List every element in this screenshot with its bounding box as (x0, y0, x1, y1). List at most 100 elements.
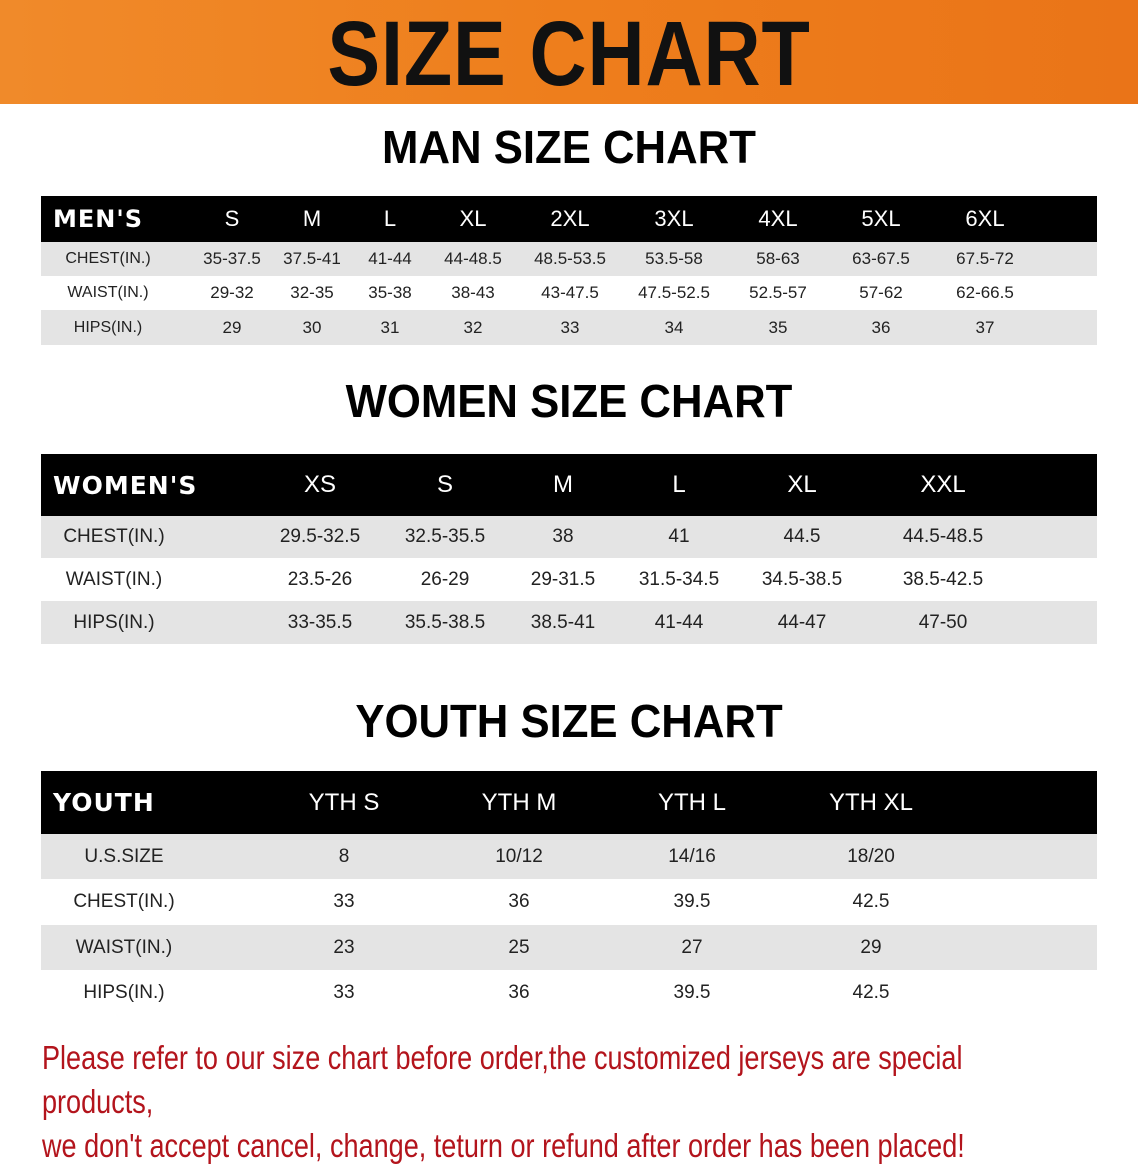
column-header-yth-xl: YTH XL (828, 788, 914, 816)
table-cell: 35-38 (368, 283, 412, 302)
women-header-label: WOMEN'S (53, 470, 198, 500)
table-cell: 32.5-35.5 (404, 526, 486, 547)
column-header-xl: XL (787, 471, 817, 498)
table-cell: 29-32 (210, 283, 254, 302)
row-label: U.S.SIZE (84, 845, 164, 867)
table-cell: 41-44 (368, 249, 412, 268)
table-row: HIPS(IN.) 33-35.5 35.5-38.5 38.5-41 41-44 44-… (41, 601, 1097, 644)
table-cell: 47.5-52.5 (638, 283, 710, 302)
table-cell: 32 (463, 317, 483, 337)
row-label: WAIST(IN.) (67, 284, 149, 301)
women-size-table: WOMEN'S XS S M L XL XXL CHEST(IN.) 29.5-32.5 32.5… (41, 454, 1097, 644)
table-cell: 35.5-38.5 (404, 611, 486, 633)
header-banner: SIZE CHART (0, 0, 1138, 104)
table-cell: 44-48.5 (444, 249, 502, 268)
table-cell: 44.5 (783, 526, 821, 547)
row-label: HIPS(IN.) (83, 981, 165, 1003)
main-title: SIZE CHART (327, 3, 811, 105)
row-label: HIPS(IN.) (73, 611, 155, 633)
table-cell: 29 (222, 317, 242, 337)
table-cell: 29 (860, 936, 882, 958)
column-header-yth-s: YTH S (308, 788, 380, 816)
row-label: HIPS(IN.) (73, 318, 143, 336)
table-cell: 26-29 (420, 568, 470, 590)
table-cell: 27 (681, 936, 703, 958)
table-row: HIPS(IN.) 29 30 31 32 33 34 35 36 37 (41, 310, 1097, 345)
table-cell: 8 (338, 845, 350, 867)
table-cell: 23.5-26 (287, 568, 353, 590)
men-header-label: MEN'S (53, 205, 143, 233)
table-cell: 31 (380, 317, 400, 337)
table-cell: 35-37.5 (203, 249, 261, 268)
order-notice-line-1: Please refer to our size chart before or… (42, 1039, 963, 1120)
table-cell: 63-67.5 (852, 249, 910, 268)
table-cell: 42.5 (852, 981, 890, 1003)
column-header-s: S (224, 206, 240, 231)
table-cell: 33-35.5 (287, 611, 353, 633)
table-cell: 48.5-53.5 (534, 249, 606, 268)
table-cell: 35 (768, 317, 788, 337)
table-cell: 29-31.5 (530, 568, 596, 590)
column-header-yth-m: YTH M (481, 788, 557, 816)
table-row: WAIST(IN.) 23 25 27 29 (41, 925, 1097, 970)
table-cell: 34.5-38.5 (761, 568, 843, 590)
table-cell: 34 (664, 317, 684, 337)
row-label: WAIST(IN.) (75, 936, 173, 958)
column-header-xs: XS (303, 471, 336, 498)
table-cell: 29.5-32.5 (279, 526, 361, 547)
table-cell: 42.5 (852, 891, 890, 912)
table-cell: 25 (508, 936, 530, 958)
table-cell: 38.5-41 (530, 611, 596, 633)
column-header-l: L (383, 206, 397, 231)
column-header-yth-l: YTH L (657, 788, 726, 816)
table-row: U.S.SIZE 8 10/12 14/16 18/20 (41, 834, 1097, 879)
table-cell: 14/16 (668, 845, 716, 867)
row-label: WAIST(IN.) (65, 568, 163, 590)
table-cell: 39.5 (673, 891, 711, 912)
table-cell: 36 (508, 981, 530, 1003)
row-label: CHEST(IN.) (73, 891, 175, 912)
table-cell: 33 (333, 891, 355, 912)
youth-header-row: YOUTH YTH S YTH M YTH L YTH XL (41, 771, 1097, 834)
column-header-3xl: 3XL (654, 206, 694, 231)
column-header-5xl: 5XL (861, 206, 901, 231)
column-header-m: M (302, 206, 322, 231)
table-cell: 36 (508, 891, 530, 912)
table-cell: 58-63 (756, 249, 800, 268)
table-cell: 37 (975, 317, 995, 337)
table-cell: 43-47.5 (541, 283, 599, 302)
table-cell: 38 (552, 526, 574, 547)
table-cell: 44.5-48.5 (902, 526, 984, 547)
table-row: WAIST(IN.) 29-32 32-35 35-38 38-43 43-47.5 47.… (41, 276, 1097, 310)
table-cell: 33 (333, 981, 355, 1003)
order-notice-line-2: we don't accept cancel, change, teturn o… (42, 1127, 965, 1164)
table-cell: 23 (333, 936, 355, 958)
table-cell: 57-62 (859, 283, 903, 302)
table-cell: 31.5-34.5 (638, 568, 720, 590)
column-header-s: S (436, 471, 453, 498)
table-cell: 32-35 (290, 283, 334, 302)
column-header-2xl: 2XL (550, 206, 590, 231)
table-cell: 38-43 (451, 283, 495, 302)
column-header-4xl: 4XL (758, 206, 798, 231)
table-row: CHEST(IN.) 35-37.5 37.5-41 41-44 44-48.5 48.5… (41, 242, 1097, 276)
row-label: CHEST(IN.) (63, 526, 165, 547)
men-header-row: MEN'S S M L XL 2XL 3XL 4XL 5XL 6XL (41, 196, 1097, 242)
table-row: WAIST(IN.) 23.5-26 26-29 29-31.5 31.5-34.5 34… (41, 558, 1097, 601)
youth-section-title: YOUTH SIZE CHART (355, 695, 783, 747)
youth-header-label: YOUTH (53, 788, 155, 817)
men-size-table: MEN'S S M L XL 2XL 3XL 4XL 5XL 6XL CHEST(IN.) 35-37… (41, 196, 1097, 345)
table-cell: 33 (560, 317, 580, 337)
women-header-row: WOMEN'S XS S M L XL XXL (41, 454, 1097, 516)
column-header-xl: XL (459, 206, 487, 231)
column-header-l: L (672, 471, 686, 498)
table-row: CHEST(IN.) 33 36 39.5 42.5 (41, 879, 1097, 925)
women-section-title: WOMEN SIZE CHART (345, 375, 793, 427)
table-cell: 67.5-72 (956, 249, 1014, 268)
table-cell: 47-50 (918, 611, 968, 633)
table-cell: 18/20 (847, 845, 895, 867)
table-cell: 37.5-41 (283, 249, 341, 268)
table-cell: 41-44 (654, 611, 704, 633)
table-cell: 38.5-42.5 (902, 568, 984, 590)
row-label: CHEST(IN.) (65, 250, 151, 267)
